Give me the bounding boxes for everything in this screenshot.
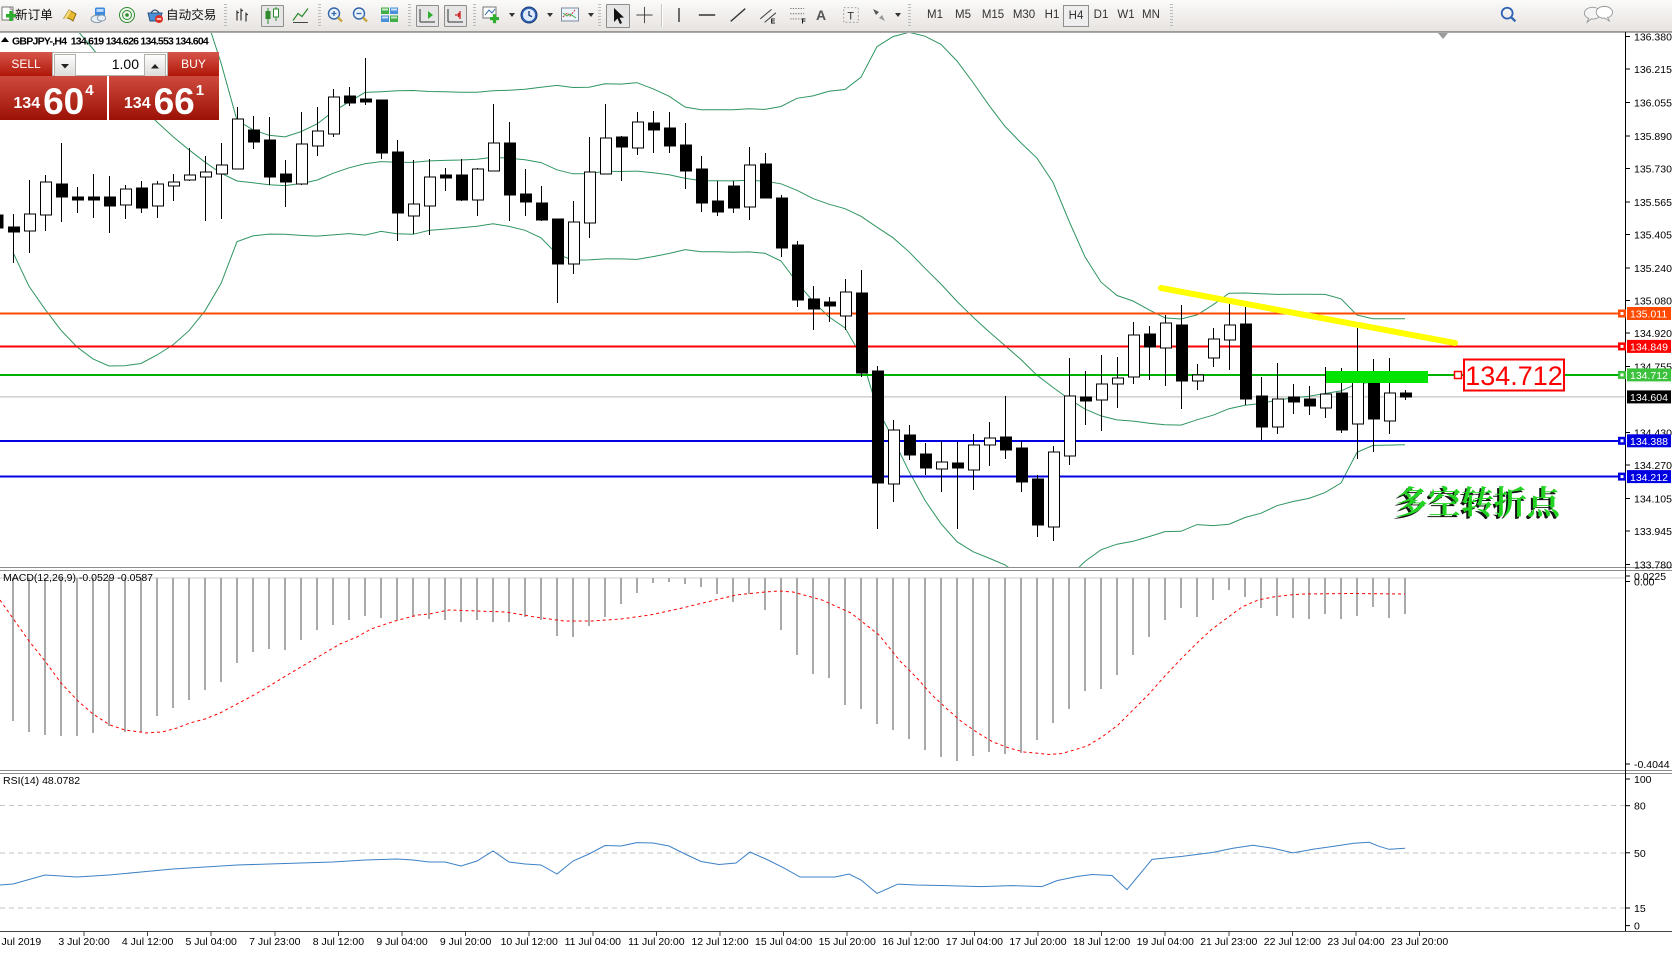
svg-text:3 Jul 2019: 3 Jul 2019 [0, 936, 41, 948]
svg-text:136.215: 136.215 [1634, 64, 1672, 76]
svg-text:136.055: 136.055 [1634, 97, 1672, 109]
svg-text:12 Jul 12:00: 12 Jul 12:00 [691, 936, 748, 948]
svg-text:134.105: 134.105 [1634, 493, 1672, 505]
svg-text:133.780: 133.780 [1634, 559, 1672, 571]
svg-text:134.712: 134.712 [1630, 370, 1668, 382]
svg-text:133.945: 133.945 [1634, 526, 1672, 538]
svg-text:135.080: 135.080 [1634, 295, 1672, 307]
svg-text:80: 80 [1634, 801, 1646, 813]
svg-text:GBPJPY-,H4 134.619 134.626 13: GBPJPY-,H4 134.619 134.626 134.553 134.6… [12, 36, 209, 48]
svg-text:21 Jul 23:00: 21 Jul 23:00 [1200, 936, 1257, 948]
svg-text:RSI(14) 48.0782: RSI(14) 48.0782 [3, 775, 80, 787]
svg-text:134.212: 134.212 [1630, 472, 1668, 484]
svg-text:50: 50 [1634, 848, 1646, 860]
svg-text:5 Jul 04:00: 5 Jul 04:00 [186, 936, 238, 948]
svg-text:134.849: 134.849 [1630, 342, 1668, 354]
svg-text:T: T [847, 11, 854, 23]
svg-text:11 Jul 04:00: 11 Jul 04:00 [565, 936, 622, 948]
svg-text:8 Jul 12:00: 8 Jul 12:00 [313, 936, 365, 948]
svg-text:135.890: 135.890 [1634, 131, 1672, 143]
svg-text:16 Jul 12:00: 16 Jul 12:00 [882, 936, 939, 948]
svg-text:23 Jul 04:00: 23 Jul 04:00 [1327, 936, 1384, 948]
svg-text:0.00: 0.00 [1634, 577, 1655, 589]
svg-text:135.240: 135.240 [1634, 263, 1672, 275]
svg-text:7 Jul 23:00: 7 Jul 23:00 [249, 936, 301, 948]
svg-text:135.730: 135.730 [1634, 163, 1672, 175]
svg-text:-0.4044: -0.4044 [1634, 759, 1670, 771]
svg-text:17 Jul 04:00: 17 Jul 04:00 [946, 936, 1003, 948]
svg-text:MACD(12,26,9) -0.0529 -0.0587: MACD(12,26,9) -0.0529 -0.0587 [3, 572, 153, 584]
svg-text:0: 0 [1634, 921, 1640, 933]
svg-text:0.0225: 0.0225 [1634, 571, 1666, 583]
svg-text:F: F [802, 18, 806, 25]
svg-text:15 Jul 20:00: 15 Jul 20:00 [819, 936, 876, 948]
svg-text:22 Jul 12:00: 22 Jul 12:00 [1264, 936, 1321, 948]
svg-text:11 Jul 20:00: 11 Jul 20:00 [628, 936, 685, 948]
svg-text:134.604: 134.604 [1630, 392, 1668, 404]
svg-text:10 Jul 12:00: 10 Jul 12:00 [501, 936, 558, 948]
svg-text:19 Jul 04:00: 19 Jul 04:00 [1137, 936, 1194, 948]
svg-text:134.920: 134.920 [1634, 328, 1672, 340]
svg-text:23 Jul 20:00: 23 Jul 20:00 [1391, 936, 1448, 948]
svg-text:135.565: 135.565 [1634, 197, 1672, 209]
svg-text:134.270: 134.270 [1634, 460, 1672, 472]
svg-text:15: 15 [1634, 903, 1646, 915]
svg-text:136.380: 136.380 [1634, 31, 1672, 43]
svg-text:9 Jul 04:00: 9 Jul 04:00 [376, 936, 428, 948]
svg-text:3 Jul 20:00: 3 Jul 20:00 [58, 936, 110, 948]
svg-text:17 Jul 20:00: 17 Jul 20:00 [1009, 936, 1066, 948]
svg-text:18 Jul 12:00: 18 Jul 12:00 [1073, 936, 1130, 948]
svg-text:4 Jul 12:00: 4 Jul 12:00 [122, 936, 174, 948]
svg-text:135.011: 135.011 [1630, 309, 1667, 321]
svg-text:134.712: 134.712 [1465, 361, 1563, 391]
svg-text:15 Jul 04:00: 15 Jul 04:00 [755, 936, 812, 948]
svg-text:134.388: 134.388 [1630, 436, 1668, 448]
svg-text:9 Jul 20:00: 9 Jul 20:00 [440, 936, 492, 948]
svg-text:100: 100 [1634, 774, 1652, 786]
svg-text:135.405: 135.405 [1634, 229, 1672, 241]
svg-text:E: E [771, 18, 776, 25]
